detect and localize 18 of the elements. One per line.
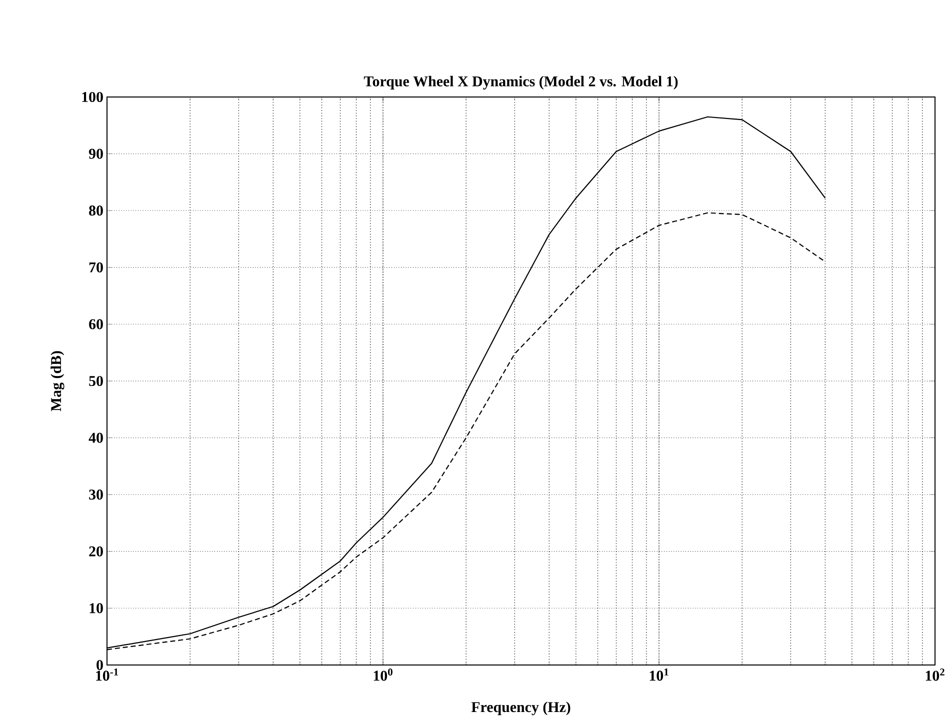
y-tick-label: 10 (90, 603, 103, 614)
x-axis-title: Frequency (Hz) (471, 702, 570, 716)
x-tick-label: 10$^{1}$ (650, 668, 668, 681)
y-axis-title: Mag (dB) (50, 351, 64, 412)
x-tick-label: 10$^{0}$ (374, 668, 392, 681)
y-tick-label: 30 (89, 490, 103, 500)
y-tick-label: 20 (89, 546, 103, 556)
y-tick-label: 0 (96, 660, 103, 670)
y-tick-label: 50 (89, 376, 103, 386)
x-tick-label: 10$^{2}$ (926, 668, 944, 681)
y-tick-label: 100 (82, 92, 103, 102)
y-tick-label: 90 (88, 148, 103, 159)
y-tick-label: 40 (88, 432, 103, 443)
y-tick-label: 70 (89, 262, 103, 272)
y-tick-label: 80 (89, 206, 103, 216)
x-tick-label: 10$^{-1}$ (96, 668, 118, 681)
y-tick-label: 60 (89, 319, 103, 330)
chart-title: Torque Wheel X Dynamics (Model 2 vs. Model 1) (364, 76, 678, 90)
